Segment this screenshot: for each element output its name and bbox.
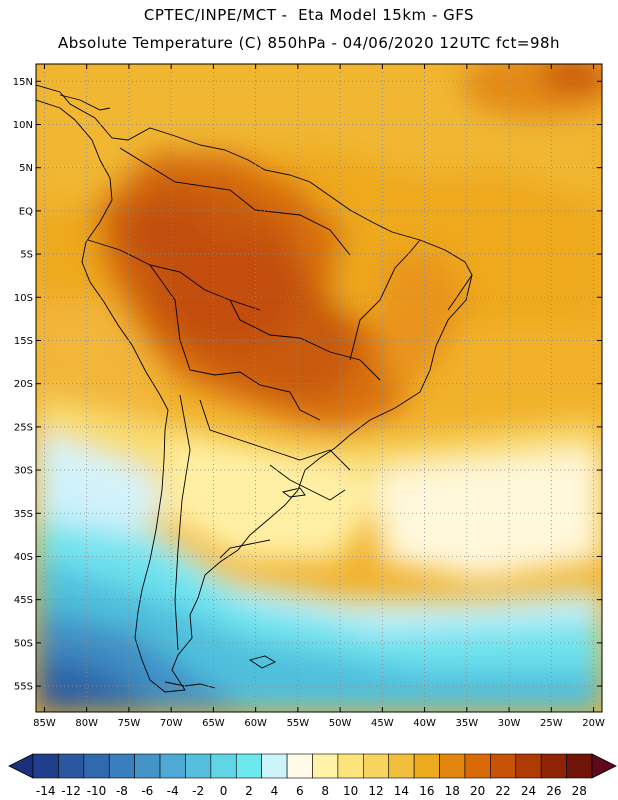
lat-label: 50S: [14, 638, 33, 649]
colorbar-label: -14: [36, 784, 56, 798]
colorbar-label: 22: [495, 784, 510, 798]
colorbar-swatch: [159, 753, 186, 779]
lon-label: 25W: [540, 718, 563, 729]
colorbar-label: -4: [167, 784, 179, 798]
colorbar-label: 18: [445, 784, 460, 798]
colorbar-swatch: [312, 753, 339, 779]
lon-label: 50W: [329, 718, 352, 729]
lat-label: 55S: [14, 682, 33, 693]
lon-label: 35W: [456, 718, 479, 729]
colorbar-label: 12: [368, 784, 383, 798]
colorbar-label: 2: [245, 784, 253, 798]
colorbar-swatch: [210, 753, 237, 779]
colorbar-label: -8: [116, 784, 128, 798]
coastlines-and-borders: [36, 84, 473, 693]
colorbar-label: 24: [521, 784, 536, 798]
lat-label: 15S: [14, 336, 33, 347]
colorbar-label: -10: [87, 784, 107, 798]
lat-lon-grid: [36, 64, 602, 712]
colorbar-swatch: [363, 753, 390, 779]
lat-label: 45S: [14, 595, 33, 606]
colorbar-labels: -14 -12 -10 -8 -6 -4 -2 0 2 4 6 8 10 12 14 16 18 20 22 24 26…: [36, 784, 587, 798]
colorbar-label: -2: [192, 784, 204, 798]
colorbar-label: 28: [572, 784, 587, 798]
colorbar-label: 8: [321, 784, 329, 798]
map-title-line-1: CPTEC/INPE/MCT - Eta Model 15km - GFS: [143, 6, 475, 24]
colorbar-swatch: [337, 753, 364, 779]
colorbar-label: 10: [343, 784, 358, 798]
lat-label: 10N: [13, 120, 33, 131]
lon-label: 30W: [498, 718, 521, 729]
colorbar-label: 16: [419, 784, 434, 798]
colorbar-swatch: [439, 753, 466, 779]
colorbar-swatch: [108, 753, 135, 779]
lon-label: 40W: [413, 718, 436, 729]
lat-label: 15N: [13, 77, 33, 88]
lon-label: 20W: [582, 718, 605, 729]
colorbar-arrow-left: [8, 753, 34, 779]
lon-label: 85W: [33, 718, 56, 729]
colorbar-swatch: [515, 753, 542, 779]
colorbar-label: 26: [546, 784, 561, 798]
map-title-line-2: Absolute Temperature (C) 850hPa - 04/06/…: [57, 34, 561, 52]
colorbar-swatch: [566, 753, 593, 779]
colorbar-label: 14: [394, 784, 409, 798]
lat-label: 30S: [14, 466, 33, 477]
colorbar-swatch: [388, 753, 415, 779]
colorbar-swatch: [490, 753, 517, 779]
colorbar-label: 0: [220, 784, 228, 798]
colorbar-label: 6: [296, 784, 304, 798]
colorbar-swatch: [32, 753, 59, 779]
latitude-labels: 15N 10N 5N EQ 5S 10S 15S 20S 25S 30S 35S 40S 45S 50S 5…: [13, 77, 33, 693]
lat-label: 35S: [14, 509, 33, 520]
lat-label: 25S: [14, 422, 33, 433]
lon-label: 80W: [75, 718, 98, 729]
colorbar-swatch: [235, 753, 262, 779]
axis-ticks: [36, 64, 602, 712]
lat-label: 20S: [14, 379, 33, 390]
colorbar-swatch: [286, 753, 313, 779]
lon-label: 70W: [160, 718, 183, 729]
colorbar-swatch: [261, 753, 288, 779]
temperature-colorbar: [8, 753, 617, 779]
colorbar-label: -6: [141, 784, 153, 798]
lat-label: 40S: [14, 552, 33, 563]
colorbar-label: 20: [470, 784, 485, 798]
lat-label: 5S: [20, 250, 33, 261]
longitude-labels: 85W 80W 75W 70W 65W 60W 55W 50W 45W 40W 35W 30W 25W 2…: [33, 718, 605, 729]
colorbar-swatch: [83, 753, 110, 779]
colorbar-arrow-right: [591, 753, 617, 779]
lat-label: EQ: [19, 206, 33, 217]
temperature-field: [36, 64, 602, 712]
colorbar-label: -12: [61, 784, 81, 798]
map-frame: [35, 63, 603, 713]
lat-label: 10S: [14, 293, 33, 304]
lon-label: 60W: [244, 718, 267, 729]
colorbar-swatch: [413, 753, 440, 779]
colorbar-swatch: [58, 753, 85, 779]
colorbar-label: 4: [271, 784, 279, 798]
lon-label: 75W: [118, 718, 141, 729]
lon-label: 65W: [202, 718, 225, 729]
lon-label: 45W: [371, 718, 394, 729]
lon-label: 55W: [287, 718, 310, 729]
lat-label: 5N: [19, 163, 33, 174]
colorbar-swatch: [185, 753, 212, 779]
colorbar-swatch: [540, 753, 567, 779]
colorbar-swatch: [134, 753, 161, 779]
colorbar-swatch: [464, 753, 491, 779]
